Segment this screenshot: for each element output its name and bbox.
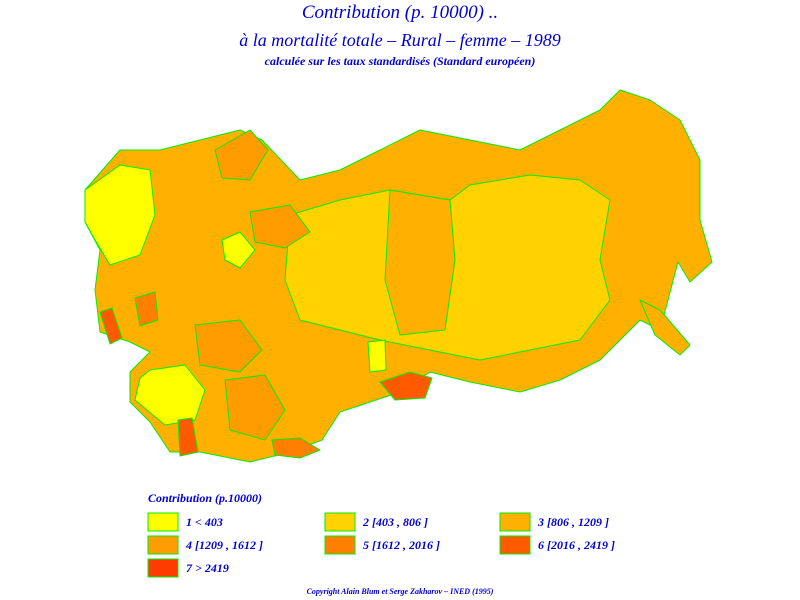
legend-label: 6 [2016 , 2419 ]	[538, 538, 615, 552]
region	[214, 129, 269, 181]
legend-label: 7 > 2419	[186, 561, 229, 575]
region	[224, 374, 286, 441]
legend-label: 2 [403 , 806 ]	[362, 515, 428, 529]
legend-label: 5 [1612 , 2016 ]	[363, 538, 440, 552]
subtitle: à la mortalité totale – Rural – femme – …	[239, 30, 560, 50]
region	[194, 319, 263, 373]
legend-swatch	[324, 512, 356, 532]
region	[221, 231, 256, 269]
legend-label: 1 < 403	[186, 515, 223, 529]
copyright: Copyright Alain Blum et Serge Zakharov –…	[307, 587, 494, 596]
legend-label: 3 [806 , 1209 ]	[537, 515, 609, 529]
legend-title: Contribution (p.10000)	[148, 491, 262, 505]
region	[84, 164, 156, 266]
region	[367, 339, 387, 373]
note: calculée sur les taux standardisés (Stan…	[265, 54, 536, 68]
title: Contribution (p. 10000) ..	[302, 2, 498, 23]
legend-swatch	[147, 558, 179, 578]
region	[384, 189, 456, 336]
legend: 1 < 403 2 [403 , 806 ] 3 [806 , 1209 ] 4 [1…	[147, 512, 615, 578]
legend-swatch	[147, 535, 179, 555]
map	[84, 89, 713, 463]
region	[271, 437, 321, 459]
region	[99, 307, 123, 345]
region	[134, 291, 159, 327]
region	[177, 417, 199, 457]
legend-swatch	[499, 512, 531, 532]
region	[249, 204, 311, 249]
legend-swatch	[499, 535, 531, 555]
legend-label: 4 [1209 , 1612 ]	[185, 538, 263, 552]
legend-swatch	[324, 535, 356, 555]
legend-swatch	[147, 512, 179, 532]
region	[639, 299, 691, 356]
region	[379, 371, 433, 401]
